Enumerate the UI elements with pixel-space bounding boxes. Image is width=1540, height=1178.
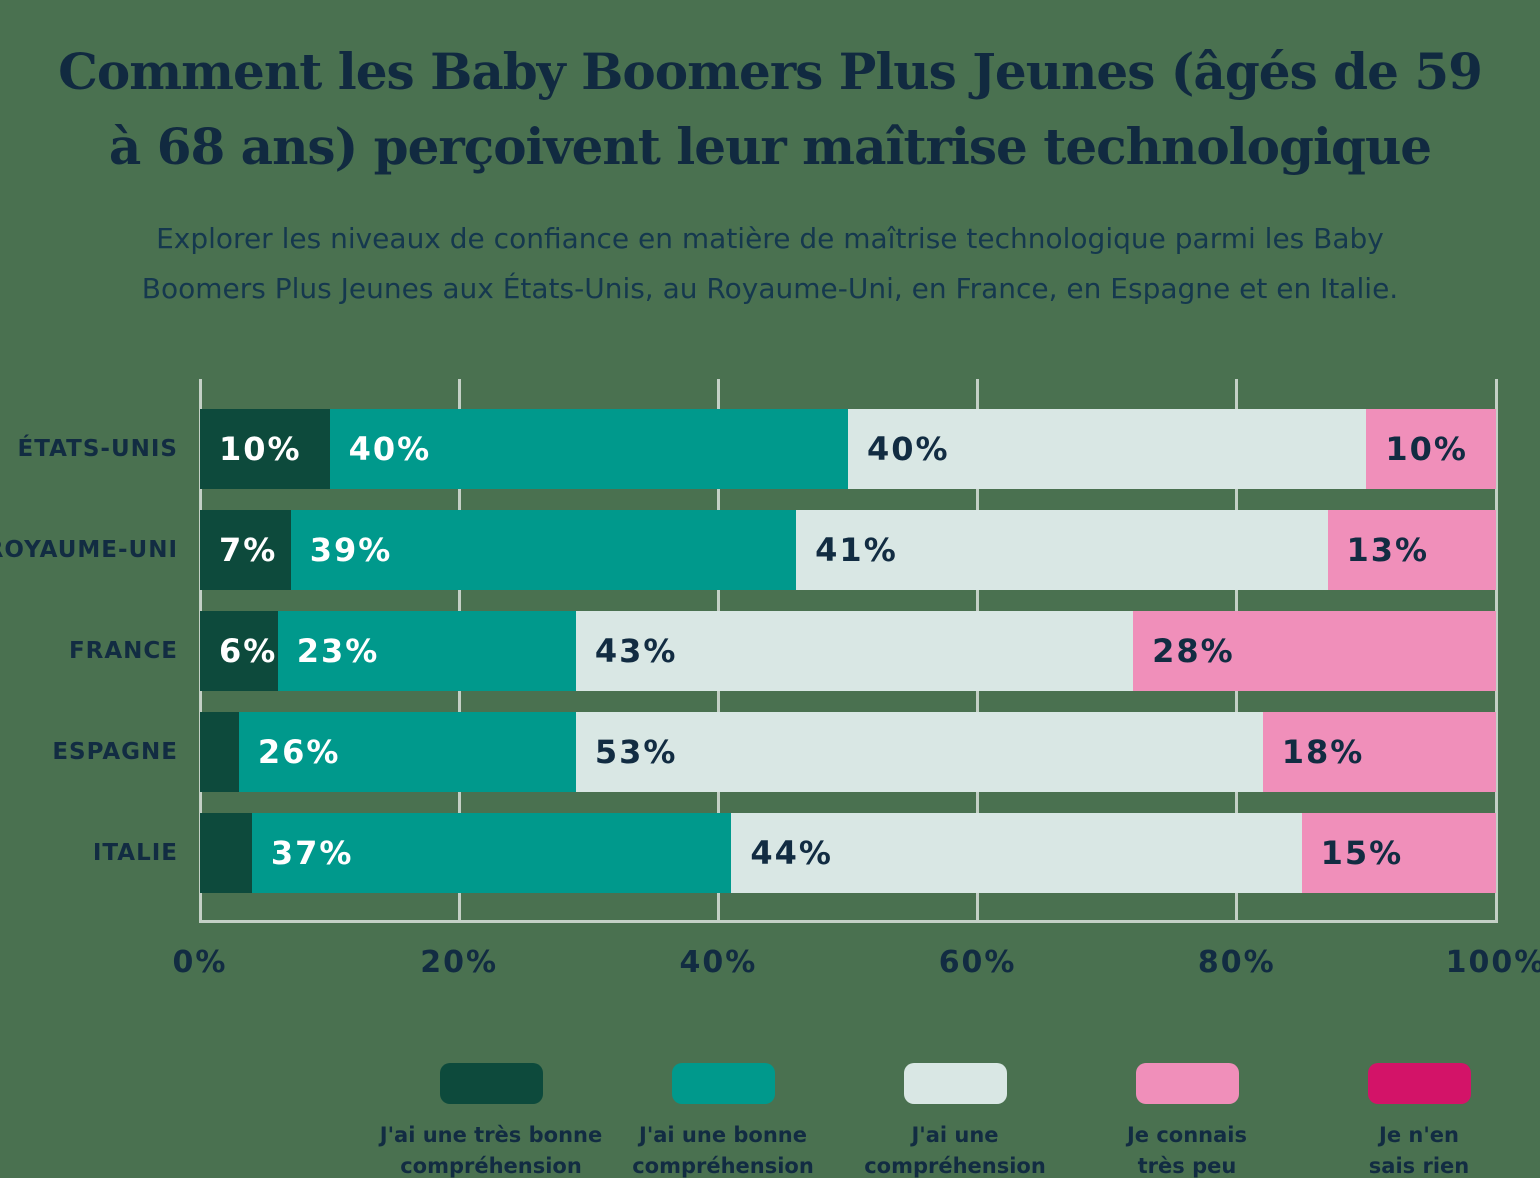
bar-row: 6% 23% 43% 28% bbox=[200, 610, 1496, 691]
bar-value-label: 23% bbox=[296, 631, 380, 670]
axis-tick-label: 60% bbox=[938, 944, 1017, 980]
x-axis: 0% 20% 40% 60% 80% 100% bbox=[173, 939, 1540, 980]
legend-swatch bbox=[1367, 1062, 1471, 1104]
bar-value-label: 26% bbox=[257, 732, 341, 771]
axis-tick-label: 100% bbox=[1445, 944, 1540, 980]
bar-value-label: 15% bbox=[1320, 833, 1404, 872]
legend-label: J'ai une bonne compréhension bbox=[632, 1122, 814, 1178]
bar-segment: 43% bbox=[575, 610, 1134, 691]
bar-segment: 53% bbox=[575, 711, 1263, 792]
legend-item: Je connais très peu bbox=[1071, 1062, 1303, 1178]
axis-tick-label: 20% bbox=[420, 944, 499, 980]
bar-value-label: 40% bbox=[348, 429, 432, 468]
page-subtitle: Explorer les niveaux de confiance en mat… bbox=[141, 222, 1399, 306]
bar-segment: 23% bbox=[277, 610, 576, 691]
bar-value-label: 28% bbox=[1152, 631, 1235, 670]
bar-value-label: 53% bbox=[594, 732, 678, 771]
legend-swatch bbox=[439, 1062, 543, 1104]
bar-value-label: 41% bbox=[815, 530, 898, 569]
bar-value-label: 13% bbox=[1346, 530, 1430, 569]
axis-tick-label: 80% bbox=[1197, 944, 1276, 980]
legend-item: Je n'en sais rien bbox=[1303, 1062, 1535, 1178]
row-label: ESPAGNE bbox=[52, 738, 178, 765]
bar-value-label: 40% bbox=[866, 429, 950, 468]
bar-segment: 7% bbox=[200, 509, 291, 590]
legend-label: J'ai une très bonne compréhension bbox=[379, 1122, 603, 1178]
bar-value-label: 10% bbox=[219, 429, 302, 468]
bar-value-label: 37% bbox=[270, 833, 354, 872]
legend-swatch bbox=[903, 1062, 1007, 1104]
bars: 10% 40% 40% 10% 7% 39% 41% 13% 6% 23% 43% 28% 26% 53%… bbox=[200, 379, 1496, 923]
bar-row: 26% 53% 18% bbox=[200, 711, 1496, 792]
legend-item: J'ai une très bonne compréhension bbox=[375, 1062, 607, 1178]
bar-segment: 44% bbox=[731, 812, 1302, 893]
page-title: Comment les Baby Boomers Plus Jeunes (âg… bbox=[58, 42, 1483, 176]
bar-segment: 13% bbox=[1327, 509, 1496, 590]
legend-label: Je connais très peu bbox=[1126, 1122, 1247, 1178]
bar-value-label: 10% bbox=[1385, 429, 1468, 468]
bar-row: 7% 39% 41% 13% bbox=[200, 509, 1496, 590]
bar-segment: 18% bbox=[1262, 711, 1496, 792]
legend-label: J'ai une compréhension de base bbox=[864, 1122, 1046, 1178]
bar-segment: 10% bbox=[1366, 408, 1496, 489]
plot-area: 10% 40% 40% 10% 7% 39% 41% 13% 6% 23% 43% 28% 26% 53%… bbox=[198, 378, 1498, 923]
bar-segment: 26% bbox=[238, 711, 576, 792]
legend-item: J'ai une bonne compréhension bbox=[607, 1062, 839, 1178]
bar-value-label: 6% bbox=[219, 631, 278, 670]
legend: J'ai une très bonne compréhension J'ai un… bbox=[375, 1062, 1535, 1178]
row-label: FRANCE bbox=[68, 637, 178, 664]
bar-segment: 6% bbox=[200, 610, 278, 691]
x-axis-line bbox=[200, 919, 1496, 923]
row-label: ROYAUME-UNI bbox=[0, 536, 178, 563]
bar-value-label: 39% bbox=[309, 530, 393, 569]
axis-tick-label: 40% bbox=[679, 944, 758, 980]
bar-value-label: 7% bbox=[219, 530, 278, 569]
row-label: ITALIE bbox=[92, 839, 178, 866]
bar-row: 37% 44% 15% bbox=[200, 812, 1496, 893]
legend-item: J'ai une compréhension de base bbox=[839, 1062, 1071, 1178]
bar-segment: 15% bbox=[1301, 812, 1496, 893]
bar-segment: 10% bbox=[200, 408, 330, 489]
legend-swatch bbox=[1135, 1062, 1239, 1104]
bar-segment: 28% bbox=[1133, 610, 1496, 691]
bar-value-label: 18% bbox=[1281, 732, 1365, 771]
bar-segment: 40% bbox=[329, 408, 848, 489]
row-labels: ÉTATS-UNIS ROYAUME-UNI FRANCE ESPAGNE ITALIE bbox=[0, 379, 200, 923]
legend-swatch bbox=[671, 1062, 775, 1104]
legend-label: Je n'en sais rien bbox=[1368, 1122, 1470, 1178]
bar-value-label: 43% bbox=[594, 631, 678, 670]
gridline bbox=[1494, 378, 1498, 923]
bar-segment: 39% bbox=[290, 509, 797, 590]
stacked-bar-chart: ÉTATS-UNIS ROYAUME-UNI FRANCE ESPAGNE ITALIE… bbox=[0, 378, 1540, 923]
bar-segment bbox=[200, 812, 252, 893]
infographic: Comment les Baby Boomers Plus Jeunes (âg… bbox=[0, 34, 1540, 1178]
bar-row: 10% 40% 40% 10% bbox=[200, 408, 1496, 489]
bar-segment: 37% bbox=[251, 812, 732, 893]
bar-segment bbox=[200, 711, 239, 792]
bar-segment: 40% bbox=[847, 408, 1367, 489]
bar-value-label: 44% bbox=[750, 833, 833, 872]
axis-tick-label: 0% bbox=[172, 944, 228, 980]
row-label: ÉTATS-UNIS bbox=[17, 435, 178, 462]
bar-segment: 41% bbox=[796, 509, 1328, 590]
